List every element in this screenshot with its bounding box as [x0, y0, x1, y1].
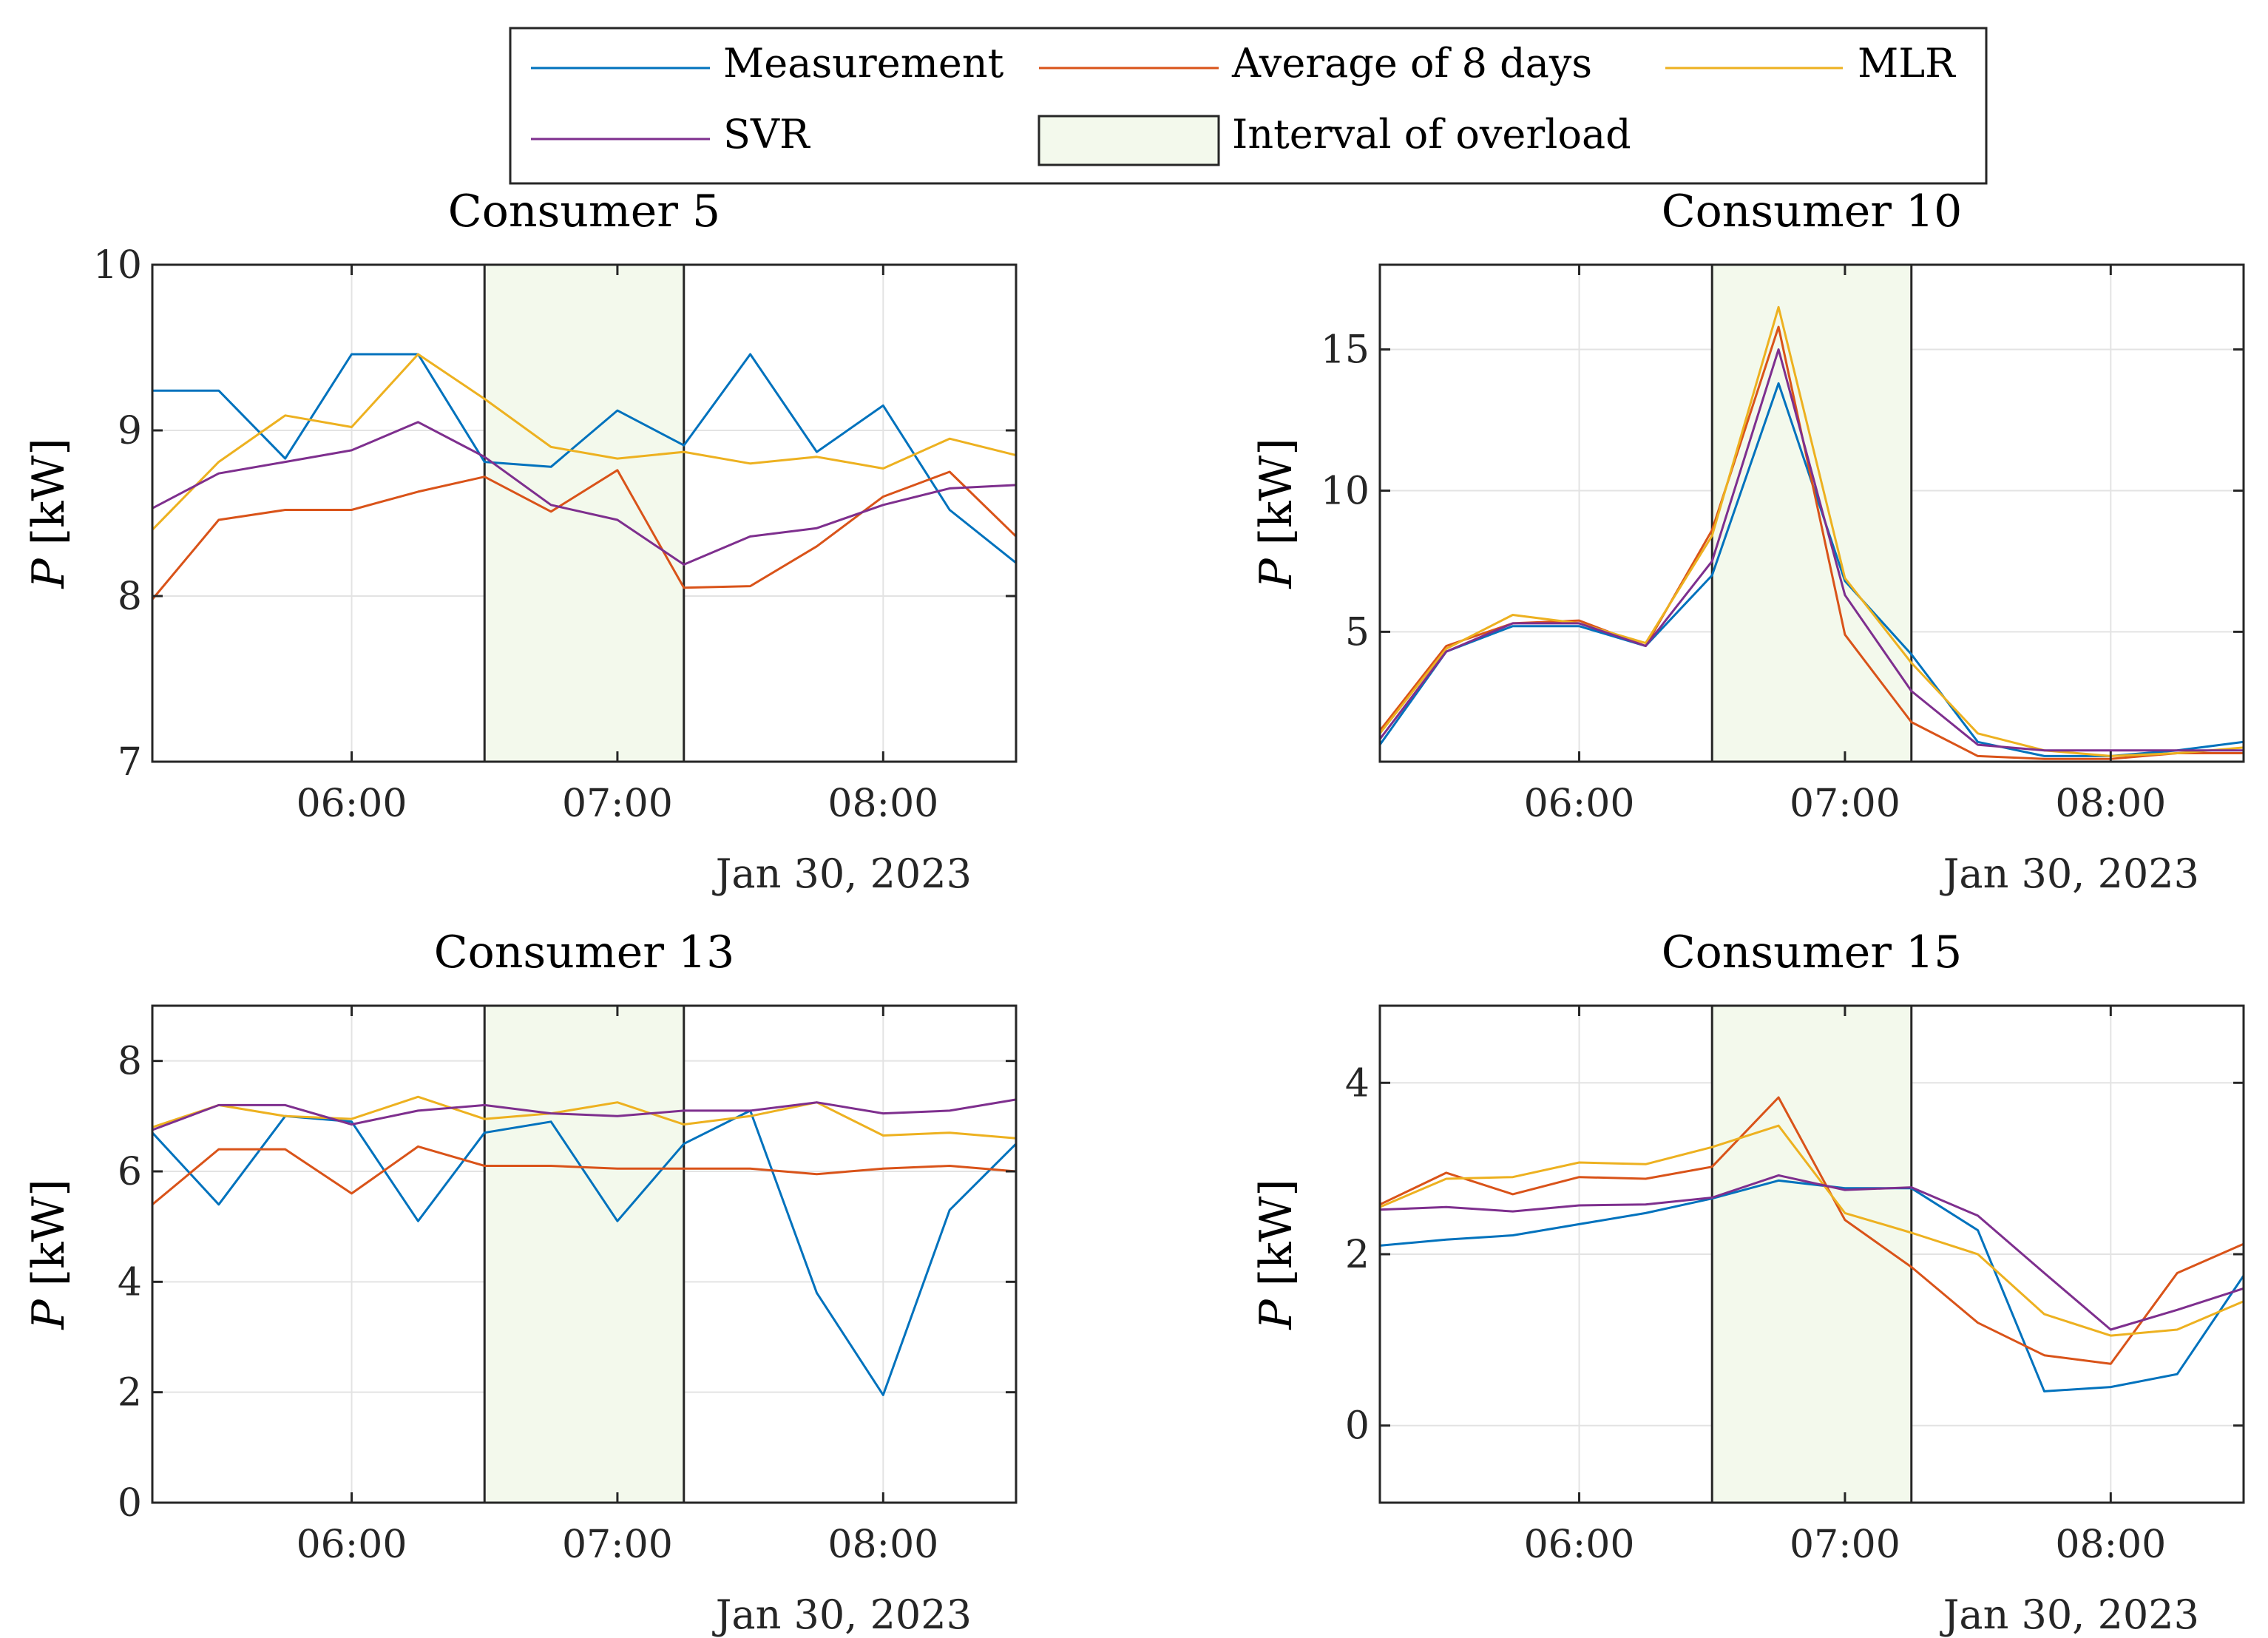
- date-label: Jan 30, 2023: [1940, 850, 2199, 897]
- series-lines: [151, 353, 1018, 600]
- y-tick-labels: 5 10 15: [1321, 328, 2244, 654]
- y-axis-unit: [kW]: [23, 1179, 75, 1286]
- y-tick-label: 8: [118, 1040, 142, 1084]
- x-tick-label: 07:00: [1790, 1523, 1900, 1567]
- y-tick-labels: 0 2 4: [1345, 1061, 2244, 1449]
- y-tick-label: 0: [118, 1481, 142, 1526]
- series-line-svr: [152, 421, 1017, 566]
- subplot-title: Consumer 10: [1662, 186, 1963, 237]
- x-tick-label: 06:00: [1524, 782, 1635, 826]
- series-line-measurement: [152, 353, 1017, 564]
- y-tick-label: 7: [118, 740, 142, 785]
- y-tick-label: 2: [1345, 1233, 1370, 1277]
- x-tick-labels: 06:00 07:00 08:00: [1524, 1006, 2166, 1567]
- legend-label-average: Average of 8 days: [1231, 40, 1592, 87]
- y-axis-variable: P: [1250, 558, 1302, 589]
- y-tick-label: 8: [118, 575, 142, 619]
- series-line-measurement: [1379, 1179, 2245, 1392]
- x-tick-label: 06:00: [1524, 1523, 1635, 1567]
- x-tick-label: 07:00: [1790, 782, 1900, 826]
- y-tick-label: 0: [1345, 1404, 1370, 1449]
- y-tick-label: 10: [1321, 469, 1370, 513]
- y-tick-labels: 0 2 4 6 8: [118, 1040, 1016, 1526]
- series-lines: [1379, 1096, 2245, 1392]
- legend-label-svr: SVR: [723, 111, 810, 158]
- overload-interval: [1712, 1006, 1912, 1503]
- series-line-svr: [1378, 348, 2244, 752]
- legend-label-overload: Interval of overload: [1232, 111, 1631, 158]
- legend-label-mlr: MLR: [1858, 40, 1956, 87]
- series-line-mlr: [152, 1095, 1017, 1140]
- overload-interval: [484, 1006, 684, 1503]
- subplot-consumer-5: 7 8 9 10 06:00 07:00 08:00 Consumer 5 P [kW] J…: [23, 186, 1018, 897]
- y-axis-unit: [kW]: [23, 438, 75, 545]
- series-line-mlr: [1379, 1124, 2244, 1337]
- legend-label-measurement: Measurement: [723, 40, 1004, 87]
- y-tick-label: 15: [1321, 328, 1370, 373]
- x-tick-labels: 06:00 07:00 08:00: [297, 265, 938, 826]
- y-tick-label: 5: [1345, 610, 1370, 654]
- x-tick-label: 06:00: [297, 1523, 407, 1567]
- subplot-title: Consumer 15: [1662, 927, 1963, 978]
- y-tick-label: 9: [118, 409, 142, 453]
- y-axis-variable: P: [23, 558, 75, 589]
- date-label: Jan 30, 2023: [712, 1591, 972, 1638]
- y-axis-label: P [kW]: [23, 438, 75, 589]
- y-axis-label: P [kW]: [23, 1179, 75, 1330]
- x-tick-label: 08:00: [2055, 782, 2166, 826]
- date-label: Jan 30, 2023: [712, 850, 972, 897]
- y-axis-label: P [kW]: [1250, 438, 1302, 589]
- y-tick-label: 4: [1345, 1061, 1370, 1106]
- x-tick-labels: 06:00 07:00 08:00: [297, 1006, 938, 1567]
- x-tick-label: 06:00: [297, 782, 407, 826]
- date-label: Jan 30, 2023: [1940, 1591, 2199, 1638]
- series-lines: [1378, 305, 2244, 760]
- legend-box: [509, 27, 1988, 185]
- x-tick-label: 07:00: [562, 1523, 673, 1567]
- subplot-consumer-15: 0 2 4 06:00 07:00 08:00 Consumer 15 P [kW] Ja…: [1250, 927, 2245, 1638]
- axes-frame: [151, 263, 1018, 763]
- y-tick-labels: 7 8 9 10: [93, 243, 1016, 785]
- axes-frame: [1378, 263, 2245, 763]
- y-axis-unit: [kW]: [1250, 438, 1302, 545]
- y-tick-label: 6: [118, 1150, 142, 1194]
- series-line-mlr: [151, 353, 1017, 531]
- y-axis-variable: P: [1250, 1299, 1302, 1330]
- x-tick-label: 08:00: [827, 782, 938, 826]
- subplot-title: Consumer 5: [448, 186, 720, 237]
- series-line-svr: [152, 1098, 1017, 1131]
- y-tick-label: 10: [93, 243, 142, 288]
- axes-frame: [151, 1004, 1018, 1504]
- y-axis-variable: P: [23, 1299, 75, 1330]
- y-axis-unit: [kW]: [1250, 1179, 1302, 1286]
- subplot-title: Consumer 13: [434, 927, 735, 978]
- y-axis-label: P [kW]: [1250, 1179, 1302, 1330]
- series-line-svr: [1379, 1174, 2244, 1331]
- x-tick-label: 08:00: [827, 1523, 938, 1567]
- series-lines: [151, 1095, 1018, 1396]
- series-line-average-of-8-days: [1379, 1096, 2244, 1365]
- y-tick-label: 2: [118, 1371, 142, 1415]
- x-tick-label: 08:00: [2055, 1523, 2166, 1567]
- series-line-average-of-8-days: [152, 1145, 1017, 1205]
- x-tick-label: 07:00: [562, 782, 673, 826]
- series-line-average-of-8-days: [151, 469, 1018, 600]
- series-line-mlr: [1378, 305, 2244, 757]
- legend: Measurement Average of 8 days MLR SVR In…: [509, 27, 1988, 185]
- legend-swatch-overload: [1037, 115, 1220, 166]
- x-tick-labels: 06:00 07:00 08:00: [1524, 265, 2166, 826]
- y-tick-label: 4: [118, 1260, 142, 1304]
- overload-interval: [1712, 265, 1912, 762]
